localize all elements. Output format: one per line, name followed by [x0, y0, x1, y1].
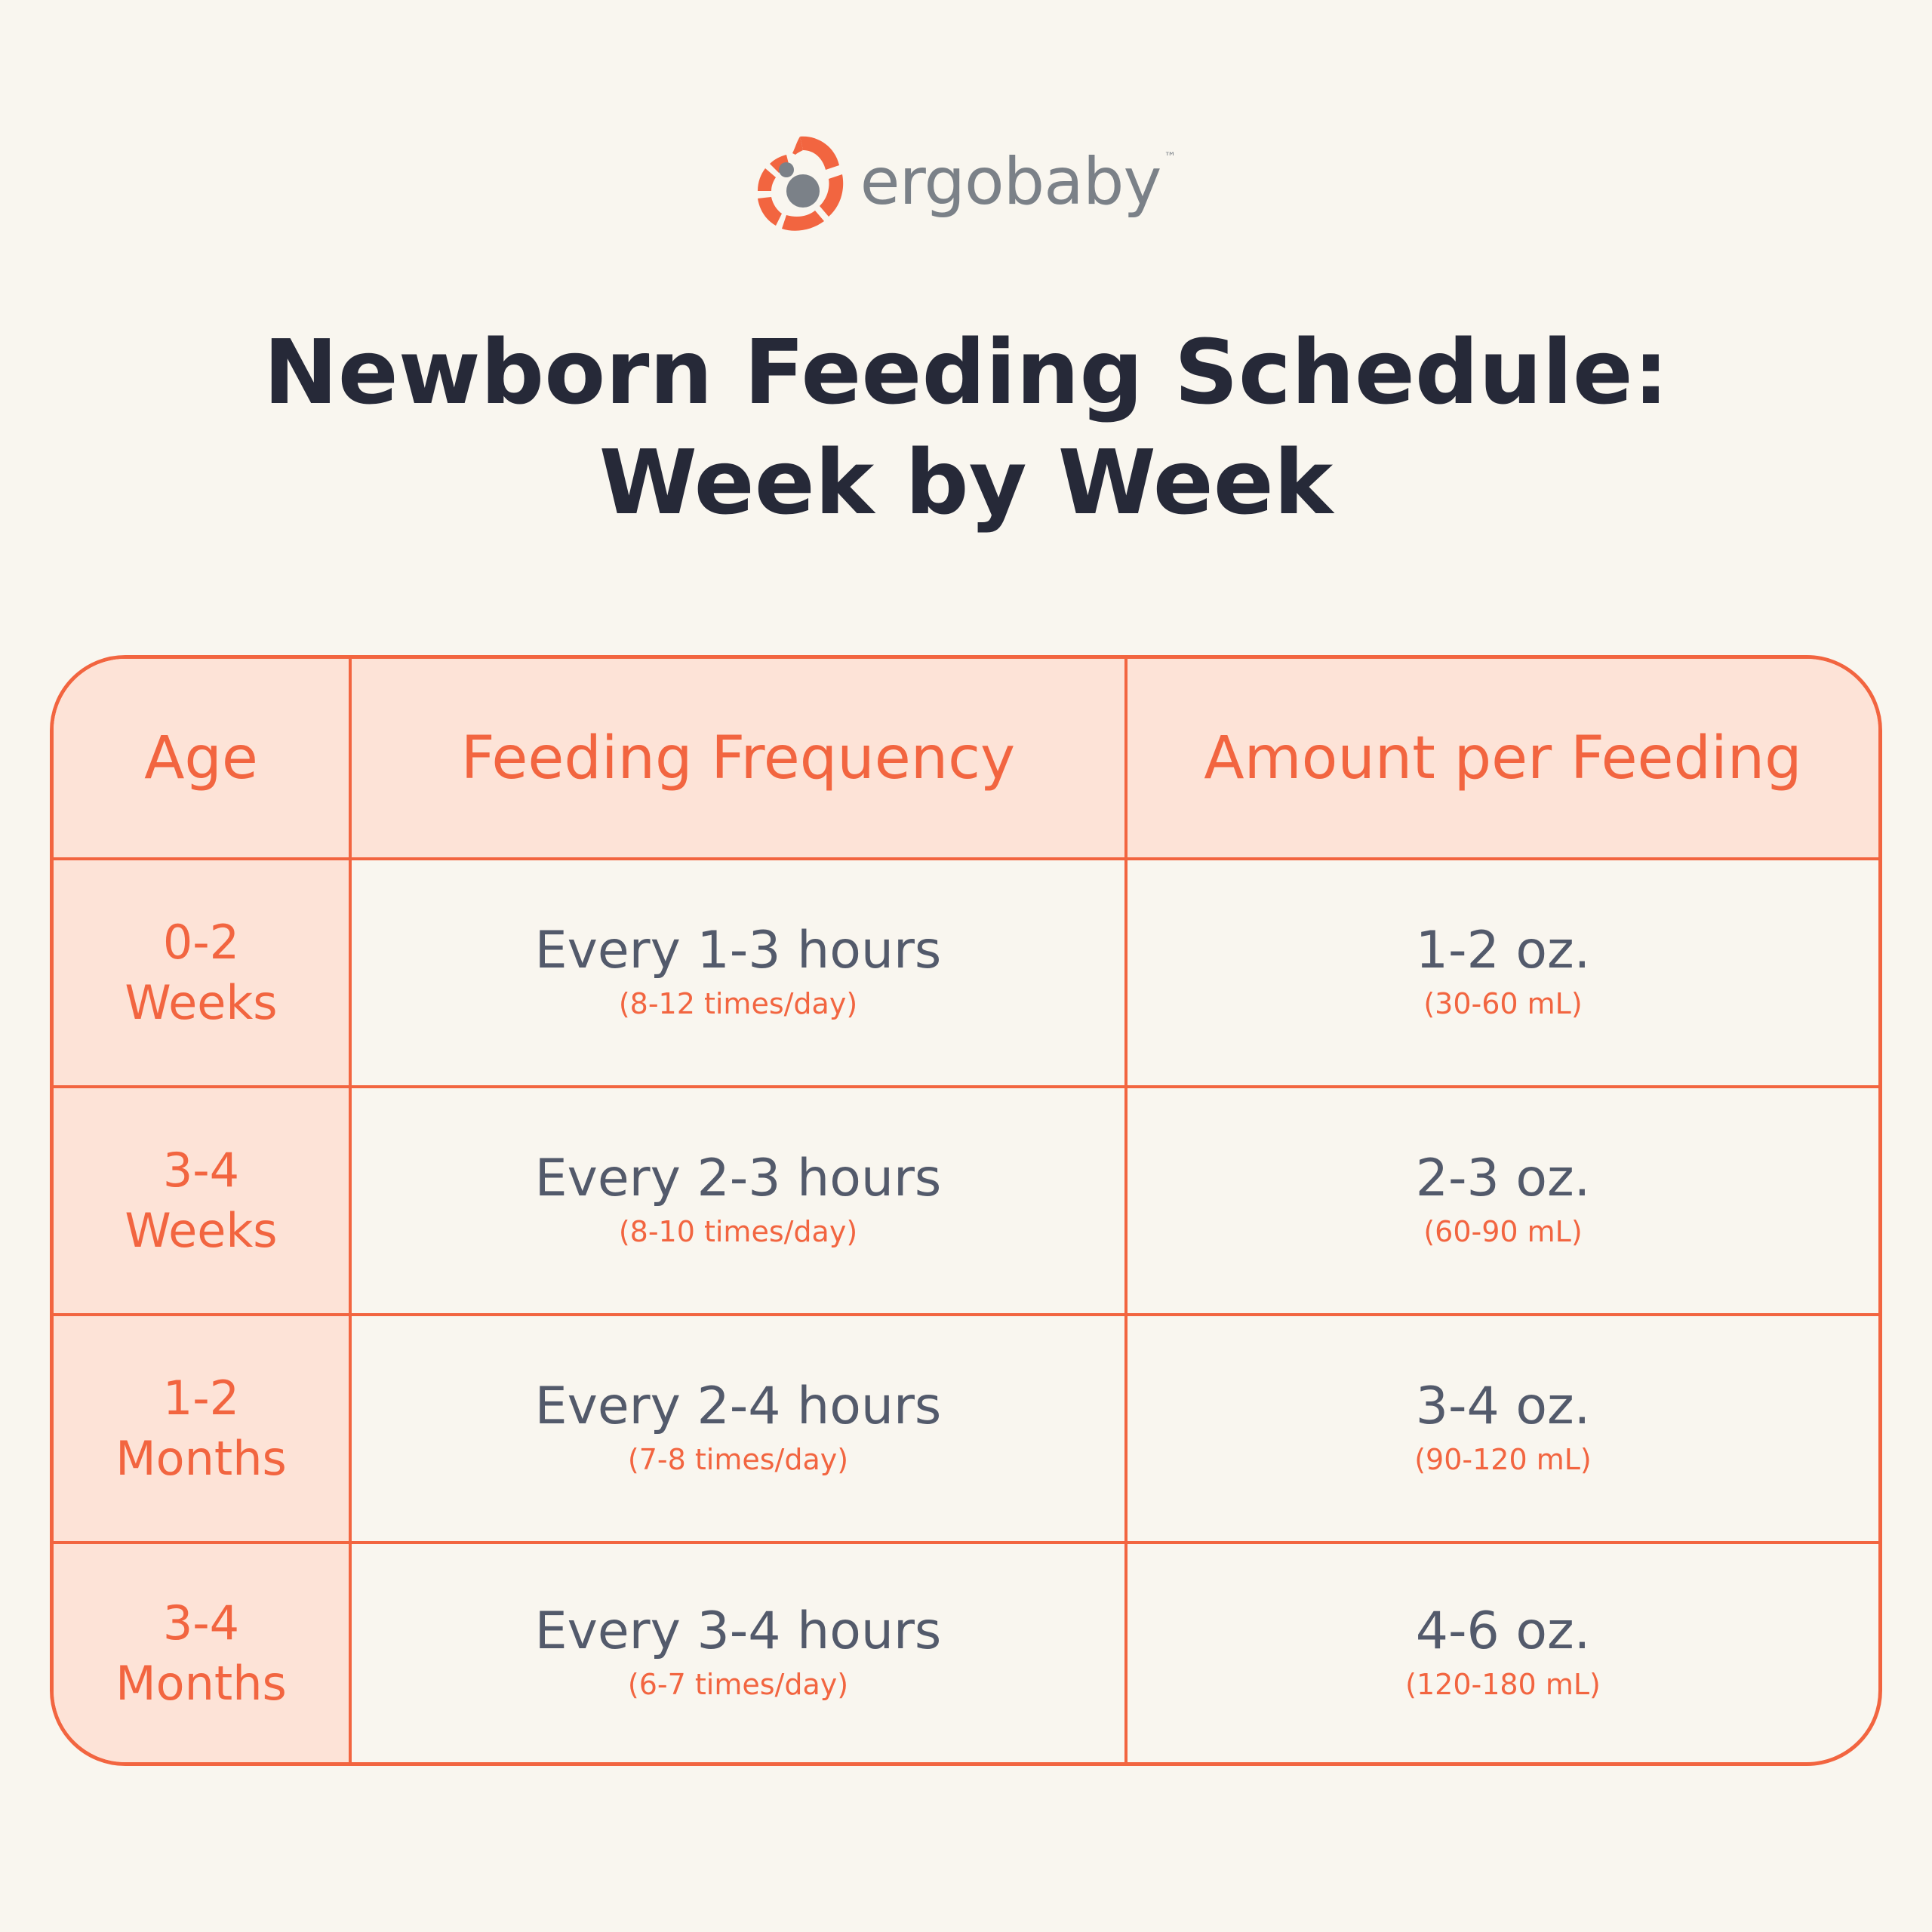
brand-logo: ergobaby ™ [0, 128, 1932, 242]
feeding-frequency: Every 2-4 hours [534, 1377, 942, 1436]
row-divider [54, 1085, 1878, 1088]
table-row-frequency-cell: Every 1-3 hours (8-12 times/day) [352, 860, 1124, 1085]
age-unit: Weeks [125, 975, 278, 1030]
feeding-frequency: Every 1-3 hours [534, 921, 942, 980]
feeding-amount: 2-3 oz. [1415, 1149, 1591, 1208]
header-row-background [54, 659, 1878, 859]
table-row-amount-cell: 2-3 oz. (60-90 mL) [1128, 1088, 1878, 1313]
age-unit: Months [115, 1431, 287, 1486]
feeding-amount-note: (30-60 mL) [1423, 987, 1583, 1020]
table-row-frequency-cell: Every 2-4 hours (7-8 times/day) [352, 1316, 1124, 1541]
feeding-amount-note: (90-120 mL) [1414, 1443, 1592, 1476]
feeding-frequency-note: (6-7 times/day) [627, 1667, 849, 1701]
table-row-age-cell: 3-4 Weeks [54, 1088, 349, 1313]
feeding-amount-note: (120-180 mL) [1405, 1667, 1601, 1701]
table-row-frequency-cell: Every 3-4 hours (6-7 times/day) [352, 1544, 1124, 1762]
trademark-symbol: ™ [1164, 149, 1177, 164]
feeding-frequency-note: (8-10 times/day) [618, 1215, 858, 1248]
header-amount-per-feeding: Amount per Feeding [1204, 724, 1802, 792]
age-range: 0-2 [162, 915, 240, 970]
feeding-amount: 3-4 oz. [1415, 1377, 1591, 1436]
age-range: 1-2 [162, 1371, 240, 1426]
table-row-frequency-cell: Every 2-3 hours (8-10 times/day) [352, 1088, 1124, 1313]
feeding-amount-note: (60-90 mL) [1423, 1215, 1583, 1248]
row-divider [54, 1313, 1878, 1316]
row-divider [54, 857, 1878, 860]
ergobaby-shell-icon [757, 136, 843, 231]
table-row-age-cell: 1-2 Months [54, 1316, 349, 1541]
feeding-amount: 1-2 oz. [1415, 921, 1591, 980]
header-cell-amount: Amount per Feeding [1128, 659, 1878, 857]
table-row-amount-cell: 3-4 oz. (90-120 mL) [1128, 1316, 1878, 1541]
table-row-age-cell: 3-4 Months [54, 1544, 349, 1762]
header-feeding-frequency: Feeding Frequency [460, 724, 1016, 792]
header-cell-age: Age [54, 659, 349, 857]
column-divider [1124, 659, 1128, 1762]
feeding-frequency: Every 3-4 hours [534, 1601, 942, 1661]
row-divider [54, 1541, 1878, 1544]
table-row-amount-cell: 1-2 oz. (30-60 mL) [1128, 860, 1878, 1085]
header-cell-frequency: Feeding Frequency [352, 659, 1124, 857]
brand-name: ergobaby [860, 144, 1162, 220]
page-title-line-2: Week by Week [598, 430, 1334, 534]
feeding-schedule-table: Age Feeding Frequency Amount per Feeding… [50, 655, 1882, 1766]
table-row-age-cell: 0-2 Weeks [54, 860, 349, 1085]
feeding-frequency-note: (8-12 times/day) [618, 987, 858, 1020]
age-unit: Weeks [125, 1203, 278, 1258]
age-unit: Months [115, 1655, 287, 1711]
table-row-amount-cell: 4-6 oz. (120-180 mL) [1128, 1544, 1878, 1762]
feeding-amount: 4-6 oz. [1415, 1601, 1591, 1661]
header-age: Age [144, 724, 258, 792]
page-title-line-1: Newborn Feeding Schedule: [263, 320, 1669, 424]
age-range: 3-4 [162, 1143, 240, 1198]
age-range: 3-4 [162, 1595, 240, 1651]
feeding-frequency: Every 2-3 hours [534, 1149, 942, 1208]
column-divider [349, 659, 352, 1762]
age-column-background [54, 659, 350, 1762]
feeding-frequency-note: (7-8 times/day) [627, 1443, 849, 1476]
